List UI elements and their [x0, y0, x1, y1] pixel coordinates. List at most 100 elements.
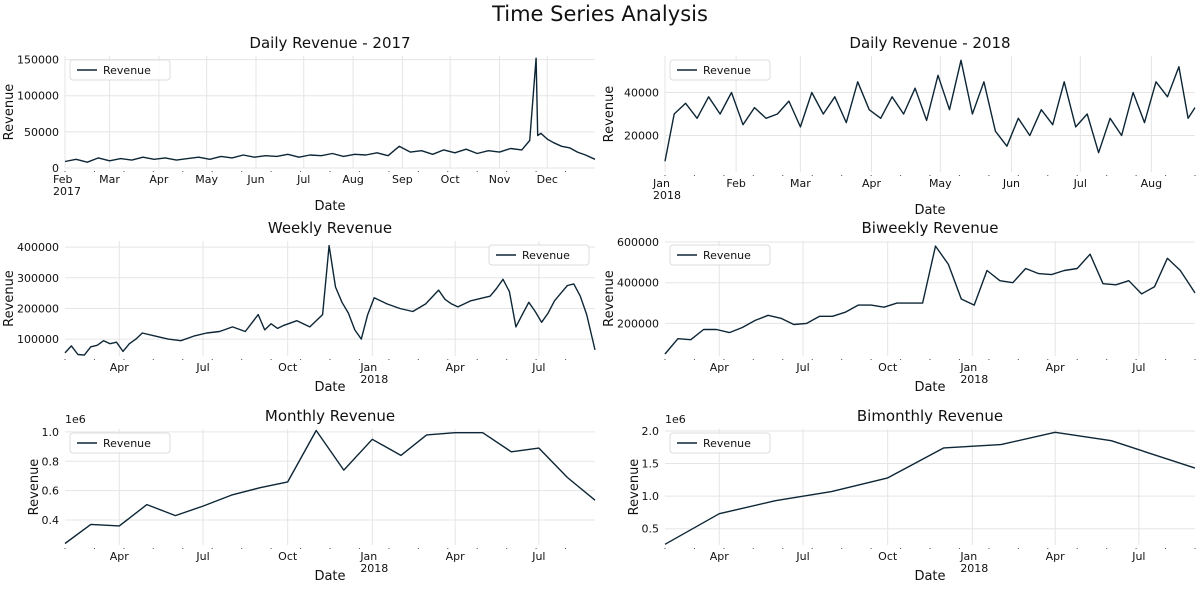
y-tick-label: 1.0 — [42, 426, 60, 439]
x-tick-label: Jun — [1002, 177, 1020, 190]
x-tick-label: Apr — [110, 550, 130, 563]
x-tick-label: Oct — [878, 361, 898, 374]
chart-title: Biweekly Revenue — [861, 219, 998, 237]
revenue-series-line — [664, 431, 1196, 545]
x-tick-label: Mar — [99, 173, 120, 186]
x-tick-year-label: 2017 — [53, 185, 81, 198]
x-tick-label: Feb — [726, 177, 745, 190]
x-tick-label: Jan — [652, 177, 670, 190]
y-axis-label: Revenue — [627, 459, 642, 516]
x-tick-label: Apr — [710, 361, 730, 374]
x-tick-label: Aug — [342, 173, 363, 186]
x-axis-label: Date — [914, 380, 945, 395]
y-tick-label: 1.5 — [642, 458, 660, 471]
legend-box — [488, 244, 590, 266]
legend-label: Revenue — [522, 249, 570, 262]
x-tick-label: Jul — [1131, 361, 1145, 374]
x-axis-label: Date — [314, 569, 345, 584]
y-offset-multiplier: 1e6 — [665, 413, 686, 426]
x-tick-label: Jan — [959, 550, 977, 563]
chart-title: Monthly Revenue — [265, 407, 395, 425]
legend-box — [69, 432, 171, 454]
y-axis-label: Revenue — [2, 270, 17, 327]
y-tick-label: 0 — [52, 162, 59, 175]
x-tick-label: Dec — [537, 173, 558, 186]
y-offset-multiplier: 1e6 — [65, 413, 86, 426]
legend: Revenue — [69, 59, 171, 81]
x-tick-label: Jul — [195, 550, 209, 563]
chart-title: Daily Revenue - 2017 — [249, 34, 410, 52]
x-tick-label: Jan — [959, 361, 977, 374]
x-tick-label: Sep — [392, 173, 413, 186]
legend-label: Revenue — [703, 437, 751, 450]
x-tick-label: Jan — [359, 361, 377, 374]
y-tick-label: 100000 — [17, 90, 59, 103]
y-axis-label: Revenue — [2, 84, 17, 141]
y-tick-label: 300000 — [17, 272, 59, 285]
y-tick-label: 100000 — [17, 333, 59, 346]
legend-box — [69, 59, 171, 81]
y-tick-label: 2.0 — [642, 425, 660, 438]
x-tick-label: Jul — [1073, 177, 1087, 190]
x-tick-label: Jan — [359, 550, 377, 563]
legend: Revenue — [488, 244, 590, 266]
x-tick-label: Apr — [446, 361, 466, 374]
x-tick-label: Jul — [531, 550, 545, 563]
chart-title: Bimonthly Revenue — [857, 407, 1003, 425]
y-tick-label: 0.5 — [642, 523, 660, 536]
y-tick-label: 50000 — [24, 126, 59, 139]
x-tick-label: Oct — [278, 361, 298, 374]
y-tick-label: 200000 — [17, 302, 59, 315]
y-tick-label: 400000 — [617, 277, 659, 290]
revenue-series-line — [664, 245, 1196, 355]
x-tick-label: Oct — [441, 173, 461, 186]
x-tick-year-label: 2018 — [360, 562, 388, 575]
x-tick-label: Jun — [246, 173, 264, 186]
y-tick-label: 600000 — [617, 236, 659, 249]
y-axis-label: Revenue — [602, 86, 617, 143]
x-tick-label: Oct — [878, 550, 898, 563]
x-tick-label: Oct — [278, 550, 298, 563]
y-tick-label: 400000 — [17, 241, 59, 254]
legend: Revenue — [669, 244, 771, 266]
y-tick-label: 1.0 — [642, 490, 660, 503]
y-axis-label: Revenue — [27, 459, 42, 516]
x-tick-label: Apr — [1046, 361, 1066, 374]
x-axis-label: Date — [314, 199, 345, 214]
x-tick-label: Nov — [489, 173, 511, 186]
x-tick-label: Apr — [110, 361, 130, 374]
y-tick-label: 40000 — [624, 87, 659, 100]
legend: Revenue — [669, 59, 771, 81]
y-tick-label: 200000 — [617, 317, 659, 330]
x-axis-label: Date — [914, 569, 945, 584]
y-tick-label: 0.4 — [42, 514, 60, 527]
x-tick-label: Jul — [795, 550, 809, 563]
x-tick-label: Apr — [710, 550, 730, 563]
x-tick-label: Jul — [296, 173, 310, 186]
legend-box — [669, 59, 771, 81]
x-tick-label: May — [195, 173, 218, 186]
revenue-series-line — [64, 429, 596, 545]
x-tick-label: May — [929, 177, 952, 190]
chart-title: Weekly Revenue — [268, 219, 392, 237]
legend: Revenue — [669, 432, 771, 454]
x-tick-label: Jul — [795, 361, 809, 374]
x-tick-label: Aug — [1141, 177, 1162, 190]
y-tick-label: 0.8 — [42, 455, 60, 468]
revenue-series-line — [64, 244, 596, 356]
x-tick-label: Apr — [1046, 550, 1066, 563]
legend-label: Revenue — [703, 249, 751, 262]
legend-label: Revenue — [703, 64, 751, 77]
legend-label: Revenue — [103, 64, 151, 77]
y-tick-label: 150000 — [17, 54, 59, 67]
x-tick-label: Mar — [790, 177, 811, 190]
x-axis-label: Date — [914, 203, 945, 218]
x-tick-label: Feb — [53, 173, 72, 186]
x-tick-label: Jul — [195, 361, 209, 374]
x-tick-year-label: 2018 — [360, 373, 388, 386]
